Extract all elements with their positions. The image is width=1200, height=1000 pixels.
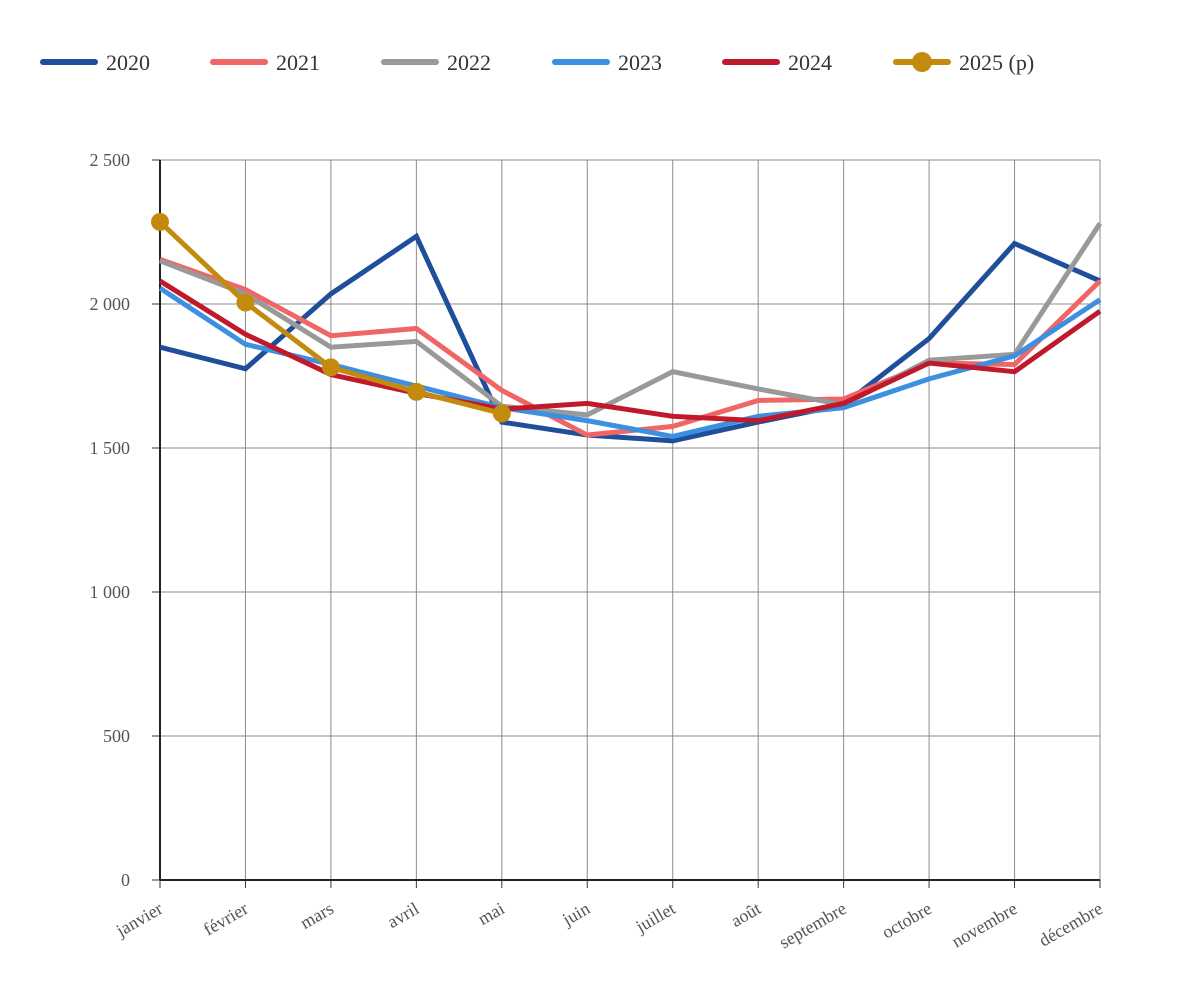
y-tick-label: 2 000 <box>90 294 131 314</box>
y-tick-label: 1 500 <box>90 438 131 458</box>
x-tick-label: décembre <box>1035 898 1106 950</box>
legend-item-2024: 2024 <box>722 50 832 75</box>
y-tick-label: 0 <box>121 870 130 890</box>
series-2024 <box>158 278 1102 424</box>
x-tick-label: octobre <box>878 898 935 942</box>
series-lines <box>151 212 1103 444</box>
data-point <box>321 358 340 377</box>
y-tick-label: 2 500 <box>90 150 131 170</box>
data-point <box>492 404 511 423</box>
legend-item-2022: 2022 <box>381 50 491 75</box>
legend-item-2025-p: 2025 (p) <box>893 50 1034 75</box>
series-2022 <box>159 221 1103 418</box>
legend: 2020 2021 2022 2023 2024 2025 (p) <box>40 50 1034 75</box>
legend-marker <box>912 52 932 72</box>
legend-item-2023: 2023 <box>552 50 662 75</box>
x-tick-label: janvier <box>112 898 166 941</box>
legend-label: 2020 <box>106 50 150 75</box>
series-line-2020 <box>159 232 1102 444</box>
x-tick-label: juin <box>558 898 593 930</box>
data-point <box>407 382 426 401</box>
x-tick-label: mars <box>297 898 337 933</box>
series-line-2022 <box>159 221 1103 418</box>
legend-label: 2021 <box>276 50 320 75</box>
legend-label: 2022 <box>447 50 491 75</box>
y-axis-ticks: 0 500 1 000 1 500 2 000 2 500 <box>90 150 131 890</box>
series-line-2024 <box>158 278 1102 424</box>
legend-label: 2023 <box>618 50 662 75</box>
legend-label: 2024 <box>788 50 832 75</box>
x-tick-label: août <box>727 898 764 931</box>
legend-label: 2025 (p) <box>959 50 1034 75</box>
x-axis-ticks: janvier février mars avril mai juin juillet aoû… <box>112 898 1106 952</box>
grid <box>160 159 1101 880</box>
series-2023 <box>158 286 1102 440</box>
series-2025-p <box>151 212 511 423</box>
x-tick-label: avril <box>384 898 423 932</box>
x-tick-label: juillet <box>631 898 678 937</box>
series-line-2023 <box>158 286 1102 440</box>
x-tick-label: novembre <box>948 898 1020 951</box>
x-tick-label: février <box>200 898 252 939</box>
x-tick-label: septembre <box>776 898 850 952</box>
legend-item-2020: 2020 <box>40 50 150 75</box>
data-point <box>236 293 255 312</box>
data-point <box>151 212 169 231</box>
axes <box>152 159 1101 888</box>
series-2020 <box>159 232 1102 444</box>
y-tick-label: 500 <box>103 726 130 746</box>
x-tick-label: mai <box>474 898 507 929</box>
legend-item-2021: 2021 <box>210 50 320 75</box>
y-tick-label: 1 000 <box>90 582 131 602</box>
